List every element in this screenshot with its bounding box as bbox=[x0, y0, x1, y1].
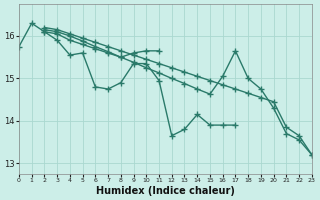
X-axis label: Humidex (Indice chaleur): Humidex (Indice chaleur) bbox=[96, 186, 235, 196]
